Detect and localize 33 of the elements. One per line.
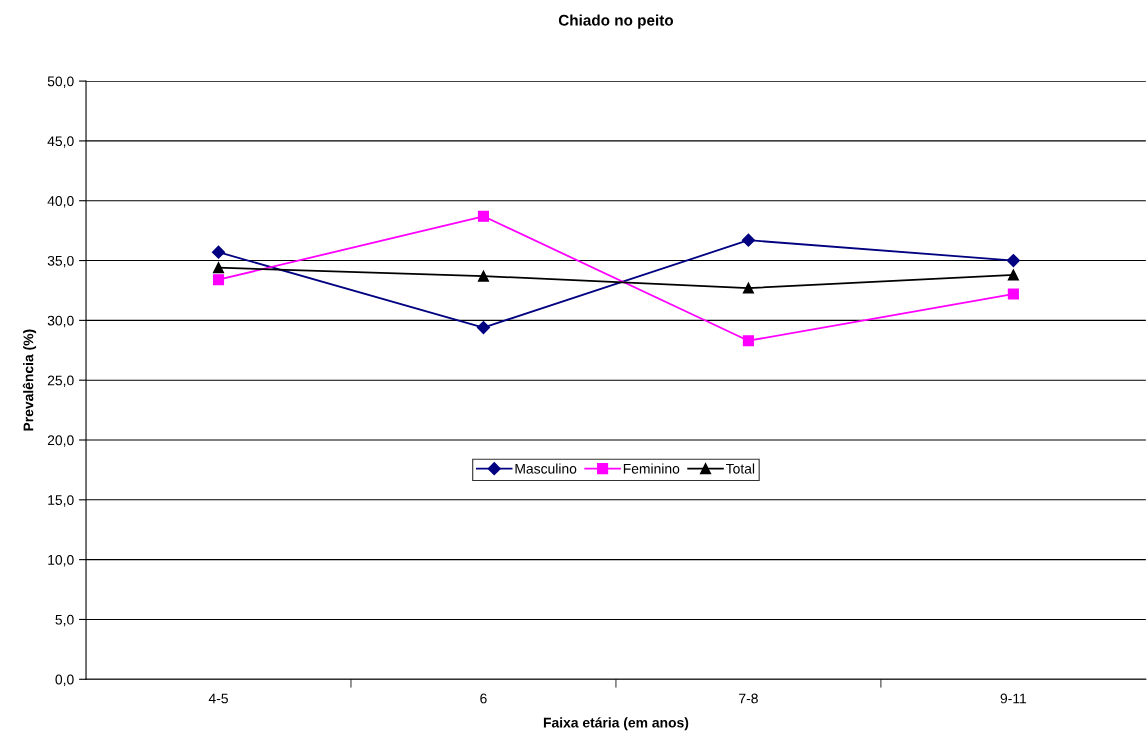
chart-title: Chiado no peito [558, 14, 674, 29]
legend-label: Total [725, 463, 755, 474]
y-tick-label: 25,0 [47, 375, 74, 387]
legend-label: Feminino [623, 463, 680, 474]
x-tick-label: 9-11 [1000, 693, 1027, 704]
y-tick-label: 35,0 [47, 255, 74, 268]
y-tick-label: 30,0 [47, 315, 74, 328]
y-tick-label: 45,0 [47, 136, 74, 148]
x-tick-label: 7-8 [739, 693, 758, 704]
y-tick-label: 50,0 [47, 76, 74, 88]
y-tick-label: 5,0 [55, 614, 74, 627]
point [1007, 288, 1019, 300]
y-axis-title: Prevalência (%) [22, 329, 37, 431]
x-tick-label: 6 [480, 693, 487, 704]
y-tick-label: 20,0 [47, 435, 74, 447]
point [211, 245, 226, 259]
point [477, 210, 490, 222]
x-axis-title: Faixa etária (em anos) [543, 717, 689, 731]
point [1007, 269, 1019, 281]
legend-label: Masculino [515, 463, 577, 474]
point [212, 262, 225, 274]
point [1006, 253, 1020, 268]
y-tick-label: 15,0 [48, 495, 74, 507]
point [742, 282, 754, 294]
point [742, 335, 754, 347]
point [741, 233, 756, 247]
point [212, 274, 225, 286]
y-tick-label: 10,0 [48, 554, 74, 567]
point [476, 320, 491, 335]
y-tick-label: 40,0 [47, 196, 74, 208]
x-tick-label: 4-5 [208, 693, 228, 704]
y-tick-label: 0,0 [55, 674, 74, 687]
point [477, 270, 490, 282]
